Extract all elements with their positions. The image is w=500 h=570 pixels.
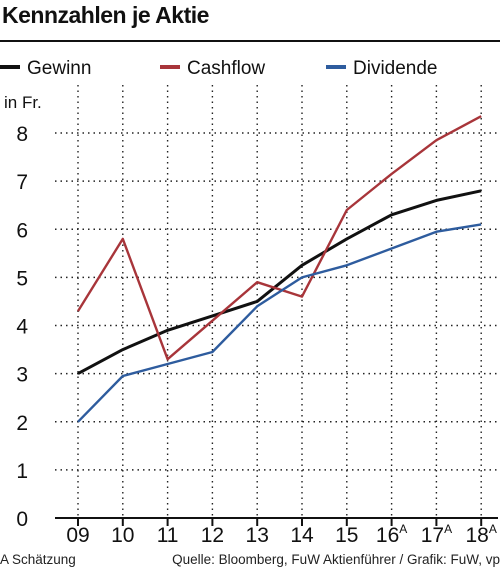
x-tick-label: 18A bbox=[466, 522, 497, 547]
series-line-gewinn bbox=[77, 189, 482, 375]
legend-item-3: Dividende bbox=[326, 58, 438, 79]
y-unit-label: in Fr. bbox=[4, 93, 42, 112]
x-tick-superscript: A bbox=[399, 522, 407, 536]
y-tick-label: 5 bbox=[16, 267, 28, 290]
source-credit: Quelle: Bloomberg, FuW Aktienführer / Gr… bbox=[172, 552, 500, 567]
y-tick-label: 6 bbox=[16, 219, 28, 242]
title-rule bbox=[0, 40, 500, 42]
legend-label: Gewinn bbox=[27, 58, 91, 79]
legend: Gewinn Cashflow Dividende bbox=[0, 58, 438, 79]
footnote: A Schätzung bbox=[0, 552, 76, 567]
series-lines bbox=[76, 115, 482, 423]
x-tick-label: 09 bbox=[66, 524, 89, 547]
x-axis: 09 10 11 12 13 14 15 16A 17A 18A bbox=[55, 517, 498, 547]
y-tick-label: 7 bbox=[16, 171, 28, 194]
x-tick-superscript: A bbox=[444, 522, 452, 536]
series-line-dividende bbox=[77, 223, 482, 423]
chart-title: Kennzahlen je Aktie bbox=[2, 2, 209, 28]
x-tick-label: 14 bbox=[290, 524, 314, 547]
line-chart: Gewinn Cashflow Dividende in Fr. 012345678… bbox=[0, 58, 498, 547]
series-line-cashflow bbox=[76, 115, 482, 361]
x-tick-label: 16A bbox=[376, 522, 407, 547]
y-tick-label: 1 bbox=[16, 460, 28, 483]
legend-item-2: Cashflow bbox=[160, 58, 265, 79]
x-tick-label: 11 bbox=[157, 524, 179, 547]
legend-label: Cashflow bbox=[187, 58, 265, 79]
y-tick-label: 4 bbox=[16, 316, 28, 339]
legend-item-1: Gewinn bbox=[0, 58, 91, 79]
y-tick-label: 2 bbox=[16, 412, 28, 435]
y-tick-label: 3 bbox=[16, 364, 28, 387]
x-tick-superscript: A bbox=[489, 522, 497, 536]
y-tick-label: 0 bbox=[16, 508, 28, 531]
grid-lines bbox=[55, 85, 498, 518]
x-tick-label: 12 bbox=[201, 524, 224, 547]
x-tick-label: 10 bbox=[111, 524, 134, 547]
x-tick-label: 15 bbox=[335, 524, 358, 547]
y-tick-label: 8 bbox=[16, 123, 28, 146]
legend-label: Dividende bbox=[353, 58, 438, 79]
x-tick-label: 13 bbox=[246, 524, 269, 547]
x-tick-label: 17A bbox=[421, 522, 452, 547]
y-axis-ticks: 0 1 2 3 4 5 6 7 8 bbox=[16, 123, 28, 531]
